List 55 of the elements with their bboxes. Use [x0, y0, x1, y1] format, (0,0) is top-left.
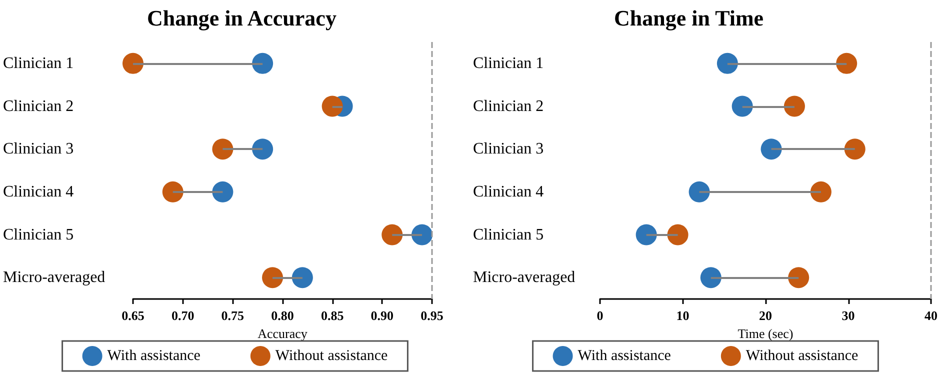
point	[784, 96, 805, 117]
x-tick-label: 10	[676, 308, 690, 323]
point	[322, 96, 343, 117]
point	[212, 138, 234, 160]
point	[700, 267, 722, 288]
x-tick-label: 0.70	[171, 308, 194, 323]
y-tick-label: Clinician 4	[3, 183, 74, 200]
y-tick-label: Clinician 3	[3, 140, 74, 158]
point	[810, 181, 832, 202]
y-tick-label: Clinician 1	[473, 54, 544, 72]
y-tick-label: Micro-averaged	[473, 269, 576, 286]
point	[122, 52, 144, 74]
y-tick-label: Clinician 2	[473, 98, 544, 115]
x-tick-label: 0.80	[271, 308, 294, 323]
x-tick-label: 0.90	[370, 308, 394, 323]
legend-label: With assistance	[578, 348, 672, 364]
y-tick-label: Micro-averaged	[3, 269, 106, 286]
point	[688, 181, 710, 202]
x-axis-title: Time (sec)	[738, 326, 794, 341]
y-tick-label: Clinician 5	[3, 226, 74, 244]
y-tick-label: Clinician 4	[473, 183, 544, 200]
point	[732, 96, 753, 117]
x-tick-label: 30	[842, 308, 855, 323]
x-tick-label: 0.85	[320, 308, 344, 323]
y-tick-label: Clinician 5	[473, 226, 544, 244]
point	[382, 224, 403, 246]
point	[760, 138, 782, 160]
y-tick-label: Clinician 3	[473, 140, 544, 158]
point	[212, 181, 234, 202]
x-axis-title: Accuracy	[258, 326, 308, 341]
point	[844, 138, 866, 160]
x-tick-label: 0	[596, 308, 604, 323]
chart-title: Change in Time	[614, 6, 764, 30]
point	[788, 267, 810, 288]
point	[162, 181, 184, 202]
legend-label: Without assistance	[275, 348, 388, 364]
point	[716, 52, 738, 74]
y-tick-label: Clinician 2	[3, 98, 74, 115]
x-tick-label: 0.65	[122, 308, 145, 323]
y-tick-label: Clinician 1	[3, 54, 74, 72]
legend-label: With assistance	[107, 348, 201, 364]
point	[412, 224, 433, 246]
x-tick-label: 20	[759, 308, 772, 323]
point	[667, 224, 688, 246]
legend-label: Without assistance	[746, 348, 859, 364]
chart-title: Change in Accuracy	[147, 6, 336, 30]
point	[262, 267, 284, 288]
point	[636, 224, 657, 246]
x-tick-label: 0.75	[221, 308, 245, 323]
point	[252, 52, 274, 74]
point	[252, 138, 274, 160]
x-tick-label: 0.95	[420, 308, 444, 323]
point	[292, 267, 313, 288]
point	[836, 52, 858, 74]
x-tick-label: 40	[924, 308, 938, 323]
